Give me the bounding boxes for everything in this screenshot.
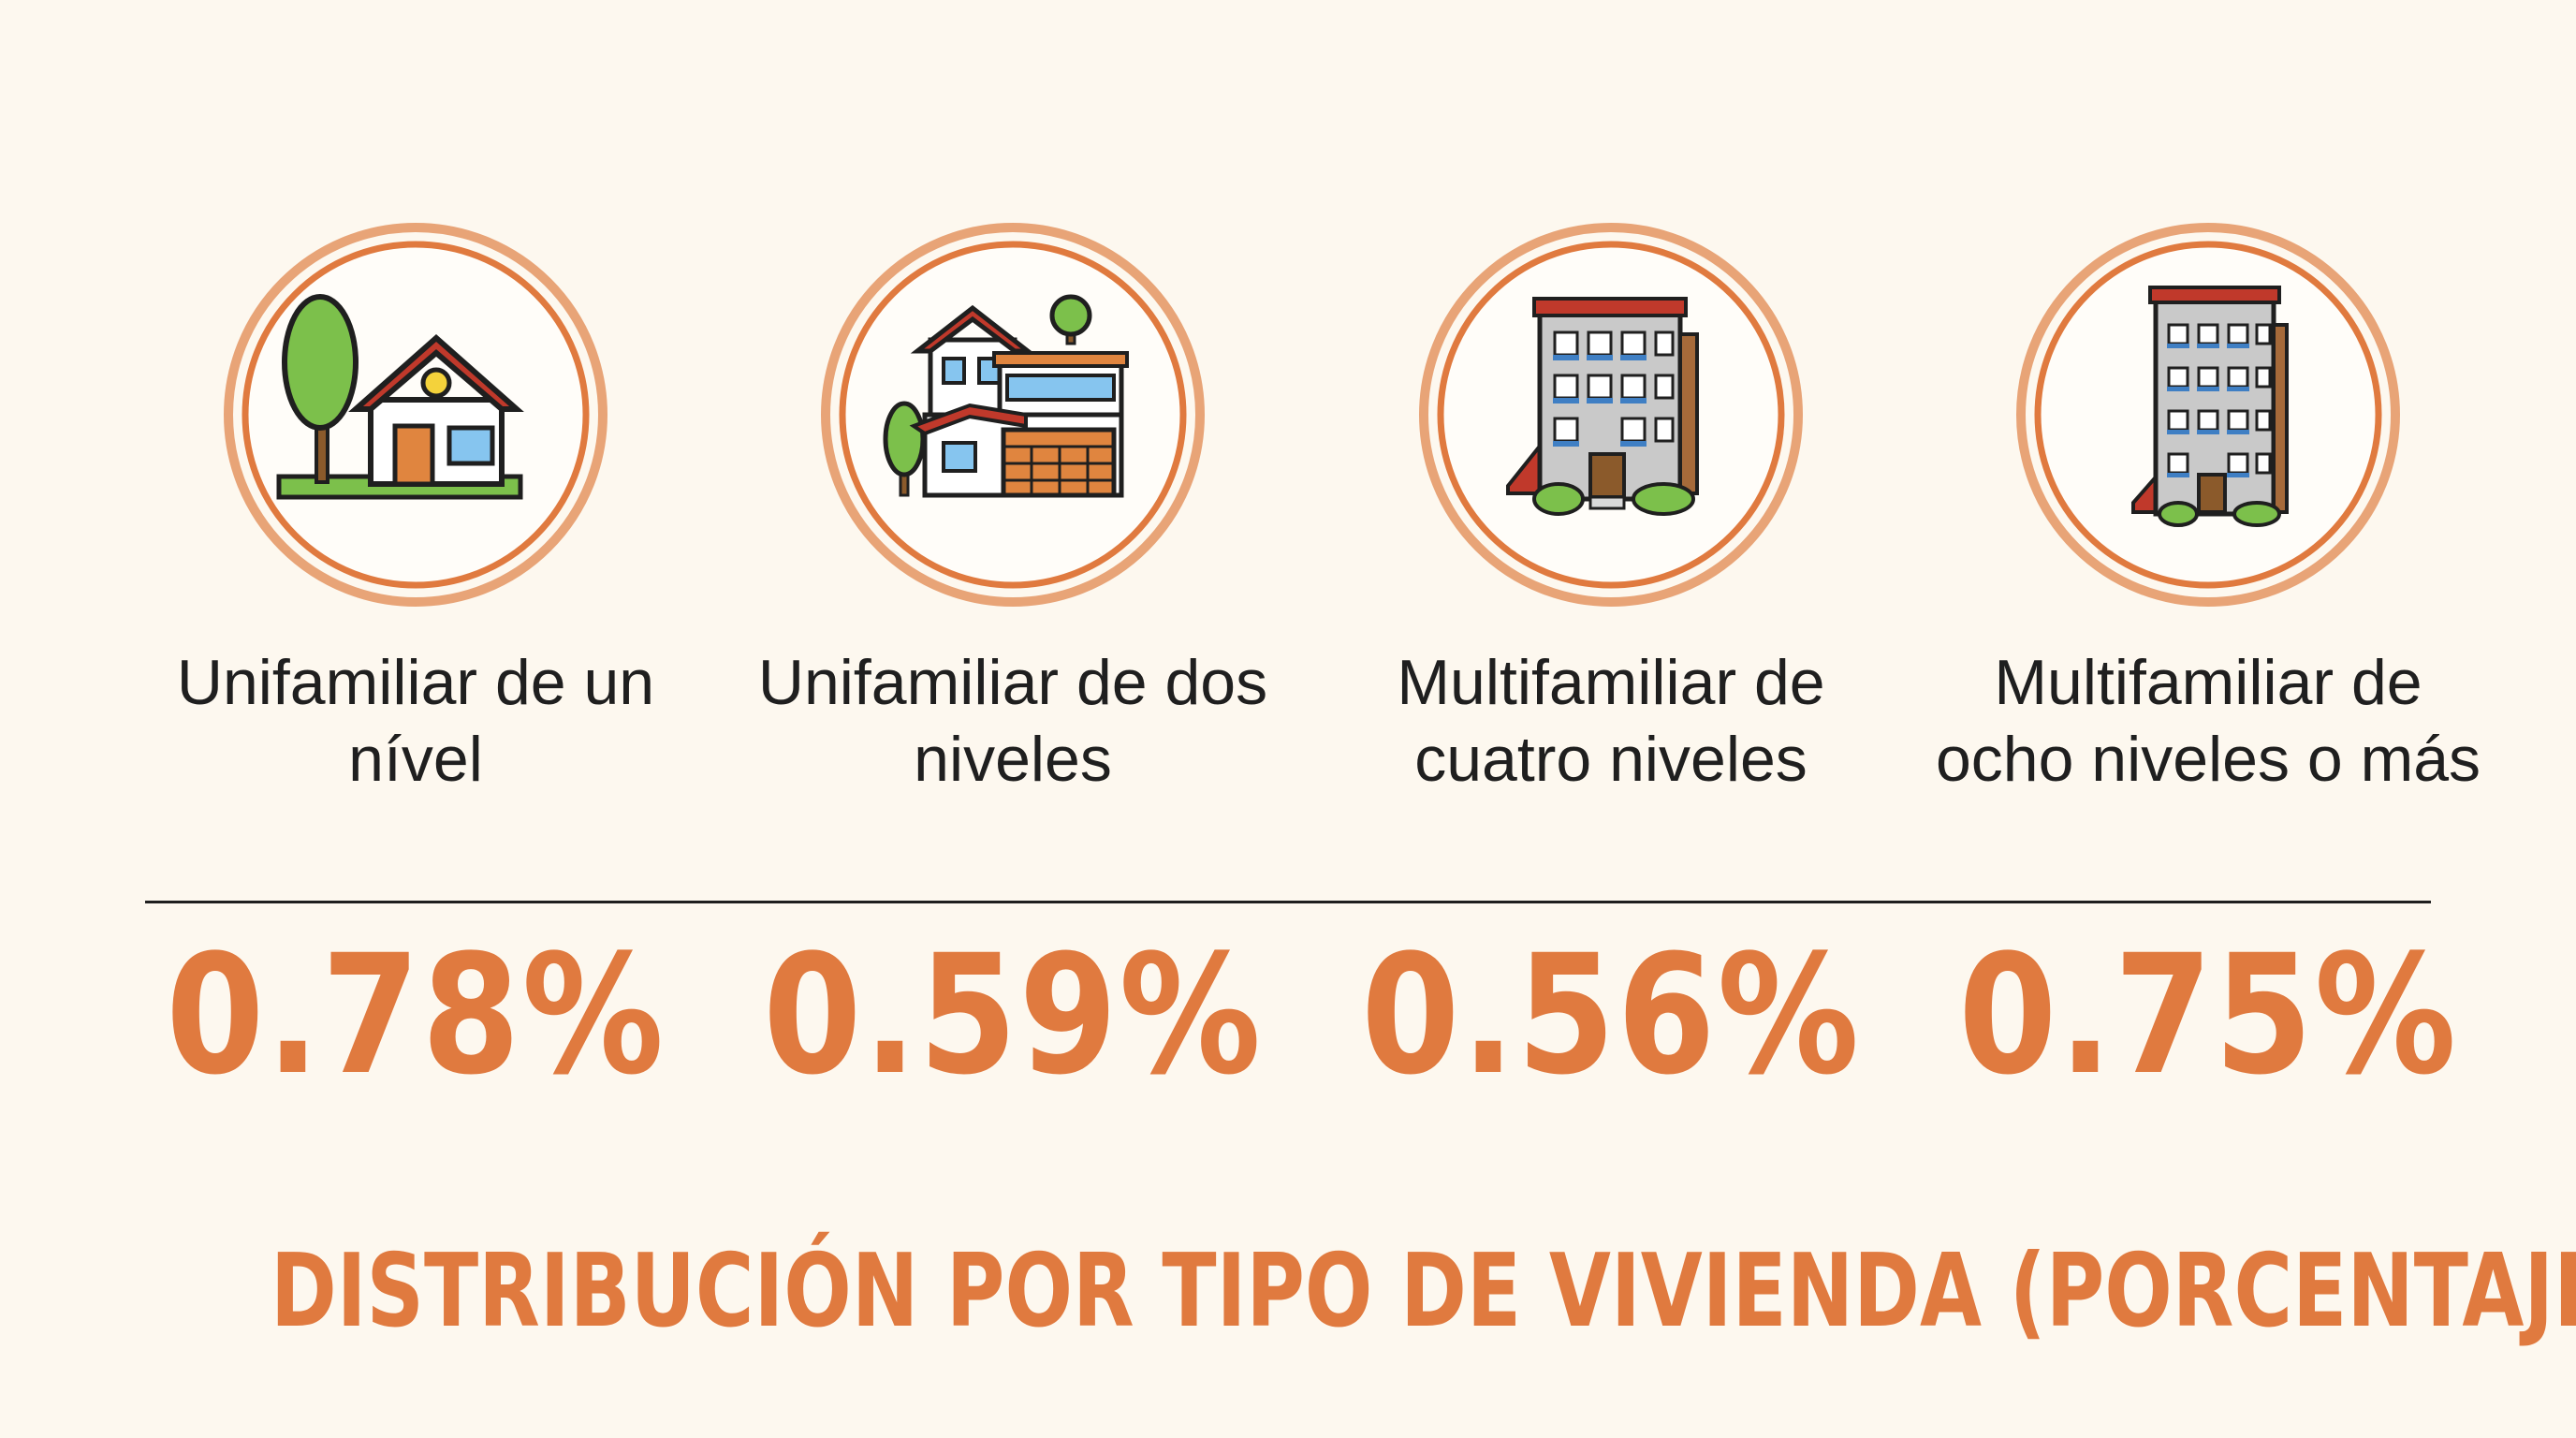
housing-type-item-2: Unifamiliar de dos niveles 0.59% xyxy=(713,0,1312,1438)
two-level-house-icon xyxy=(821,223,1205,607)
housing-type-item-3: Multifamiliar de cuatro niveles 0.56% xyxy=(1311,0,1910,1438)
housing-type-label: Multifamiliar de ocho niveles o más xyxy=(1935,647,2481,795)
housing-type-label: Unifamiliar de un nível xyxy=(176,647,655,795)
divider-line xyxy=(145,901,2431,903)
housing-type-item-4: Multifamiliar de ocho niveles o más 0.75… xyxy=(1909,0,2508,1438)
percentage-value: 0.59% xyxy=(763,919,1263,1111)
page-title: DISTRIBUCIÓN POR TIPO DE VIVIENDA (PORCE… xyxy=(270,1233,2576,1350)
percentage-value: 0.75% xyxy=(1958,919,2458,1111)
single-level-house-icon xyxy=(224,223,607,607)
percentage-value: 0.56% xyxy=(1361,919,1861,1111)
four-level-building-icon xyxy=(1419,223,1803,607)
percentage-value: 0.78% xyxy=(166,919,666,1111)
housing-type-label: Multifamiliar de cuatro niveles xyxy=(1397,647,1825,795)
housing-type-item-1: Unifamiliar de un nível 0.78% xyxy=(116,0,715,1438)
eight-level-building-icon xyxy=(2016,223,2400,607)
housing-type-label: Unifamiliar de dos niveles xyxy=(757,647,1268,795)
